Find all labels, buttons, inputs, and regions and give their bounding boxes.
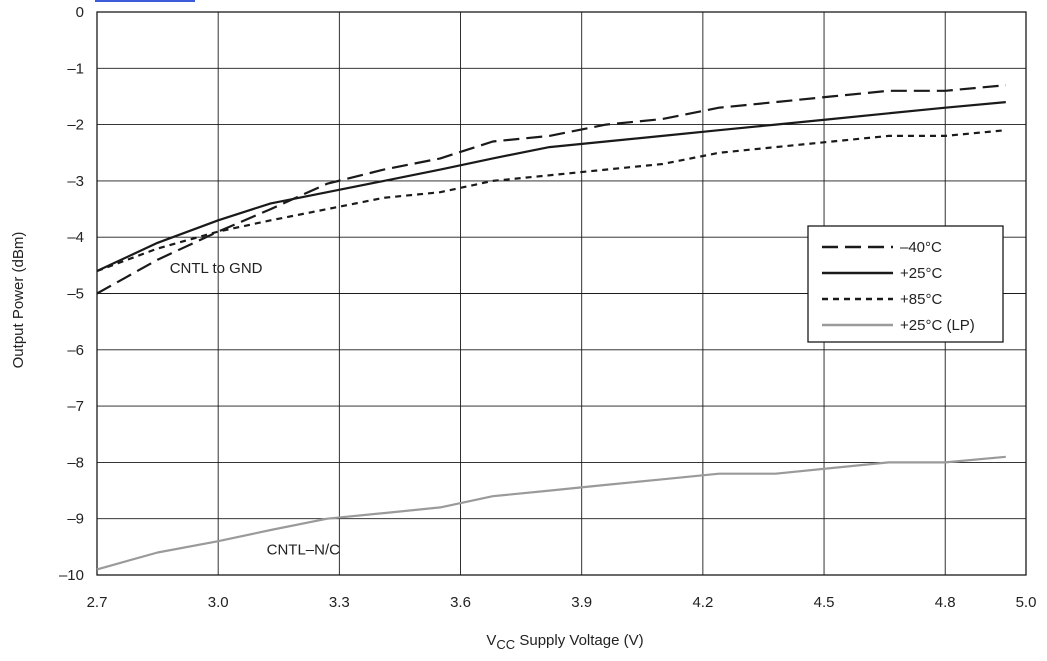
x-tick-label: 3.9 (571, 594, 592, 611)
y-tick-label: –5 (67, 286, 84, 303)
y-tick-label: –2 (67, 117, 84, 134)
y-tick-label: –6 (67, 342, 84, 359)
series-line-3 (96, 129, 1006, 273)
legend-items: –40°C +25°C +85°C +25°C (LP) (822, 239, 975, 334)
x-tick-label: 4.8 (935, 594, 956, 611)
top-link-underline[interactable] (95, 0, 195, 2)
legend-label: +25°C (LP) (900, 317, 975, 334)
x-axis-title-rest: Supply Voltage (V) (515, 632, 643, 649)
x-tick-label: 3.6 (450, 594, 471, 611)
x-tick-label: 4.2 (692, 594, 713, 611)
y-axis-title: Output Power (dBm) (10, 232, 27, 369)
series-line-1 (96, 84, 1006, 295)
x-axis-title-main: V (486, 632, 496, 649)
x-tick-label: 4.5 (814, 594, 835, 611)
x-tick-label: 3.3 (329, 594, 350, 611)
grid-layer (96, 11, 1027, 576)
legend-box (807, 225, 1004, 343)
chart-annotation: CNTL–N/C (267, 542, 341, 559)
legend: –40°C +25°C +85°C +25°C (LP) (807, 225, 1004, 343)
y-tick-label: –4 (67, 229, 84, 246)
legend-label: +25°C (900, 265, 942, 282)
x-axis-title-subscript: CC (496, 637, 515, 652)
y-tick-label: –3 (67, 173, 84, 190)
legend-label: +85°C (900, 291, 942, 308)
legend-label: –40°C (900, 239, 942, 256)
y-tick-label: –1 (67, 60, 84, 77)
annotation-layer: CNTL to GND CNTL–N/C (170, 260, 340, 558)
x-tick-label: 5.0 (1016, 594, 1037, 611)
y-tick-label: –9 (67, 511, 84, 528)
series-line-2 (96, 101, 1006, 272)
x-tick-label: 2.7 (87, 594, 108, 611)
y-tick-label: –10 (59, 567, 84, 584)
y-tick-label: –7 (67, 398, 84, 415)
x-axis-title: VCC Supply Voltage (V) (486, 632, 643, 652)
series-line-4 (96, 455, 1006, 571)
tick-label-layer: 2.7 3.0 3.3 3.6 3.9 4.2 4.5 4.8 5.0 0 –1 –2 –3 –4 –5 –6… (59, 4, 1036, 611)
series-layer (96, 84, 1006, 571)
chart-annotation: CNTL to GND (170, 260, 263, 277)
x-tick-label: 3.0 (208, 594, 229, 611)
y-tick-label: –8 (67, 454, 84, 471)
y-tick-label: 0 (76, 4, 84, 21)
